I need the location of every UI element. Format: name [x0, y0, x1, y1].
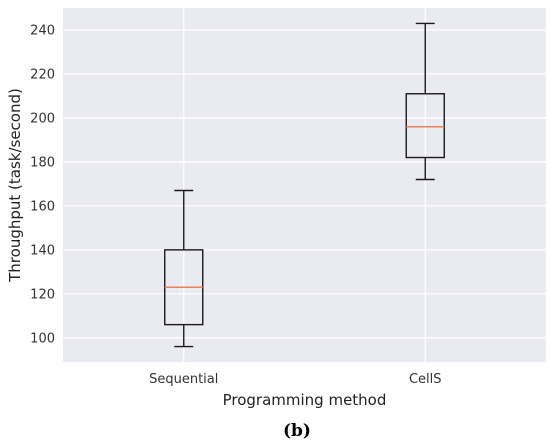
iqr-box — [405, 93, 445, 159]
y-axis-label: Throughput (task/second) — [6, 88, 24, 283]
y-tick-label: 200 — [30, 111, 55, 126]
tick-labels: 100 120 140 160 180 200 220 240 Sequential CellS — [30, 23, 441, 387]
grid-lines — [63, 8, 546, 362]
y-tick-label: 160 — [30, 199, 55, 214]
box-cells — [405, 22, 445, 181]
y-tick-label: 120 — [30, 287, 55, 302]
y-tick-label: 240 — [30, 23, 55, 38]
plot-background — [63, 8, 546, 362]
boxes-layer — [164, 22, 445, 348]
y-tick-label: 100 — [30, 331, 55, 346]
y-tick-label: 180 — [30, 155, 55, 170]
x-tick-label: Sequential — [149, 372, 218, 387]
x-axis-label: Programming method — [223, 391, 387, 409]
y-tick-label: 140 — [30, 243, 55, 258]
y-tick-label: 220 — [30, 67, 55, 82]
box-sequential — [164, 189, 204, 348]
figure-caption: (b) — [283, 421, 311, 441]
x-tick-label: CellS — [409, 372, 442, 387]
